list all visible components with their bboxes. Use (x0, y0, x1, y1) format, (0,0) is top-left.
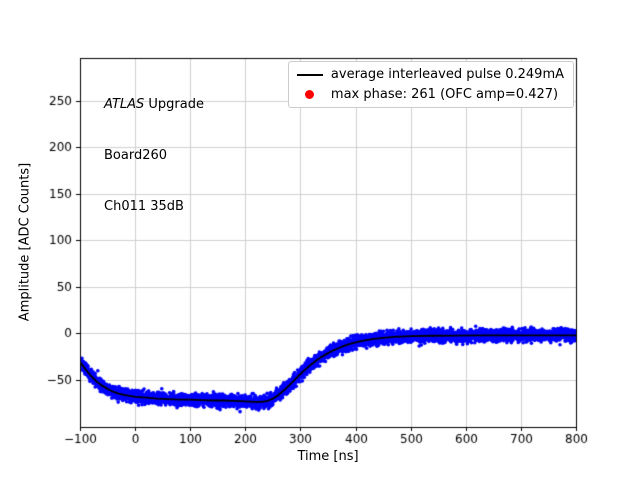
legend-label-maxphase: max phase: 261 (OFC amp=0.427) (330, 87, 559, 102)
plot-annotation: ATLAS Upgrade Board260 Ch011 35dB (104, 62, 204, 249)
legend-line-marker (296, 73, 323, 76)
annotation-line1: ATLAS Upgrade (104, 96, 204, 113)
legend-item-maxphase: max phase: 261 (OFC amp=0.427) (297, 87, 564, 102)
y-axis-label: Amplitude [ADC Counts] (17, 162, 33, 322)
annotation-upgrade: Upgrade (144, 97, 204, 112)
legend-item-average: average interleaved pulse 0.249mA (296, 67, 564, 82)
legend-dot-marker (305, 90, 315, 99)
legend: average interleaved pulse 0.249mA max ph… (287, 61, 574, 108)
x-axis-label: Time [ns] (297, 449, 359, 464)
legend-label-average: average interleaved pulse 0.249mA (330, 67, 564, 82)
annotation-line3: Ch011 35dB (104, 199, 184, 214)
annotation-atlas: ATLAS (104, 97, 145, 112)
annotation-line2: Board260 (104, 148, 168, 163)
